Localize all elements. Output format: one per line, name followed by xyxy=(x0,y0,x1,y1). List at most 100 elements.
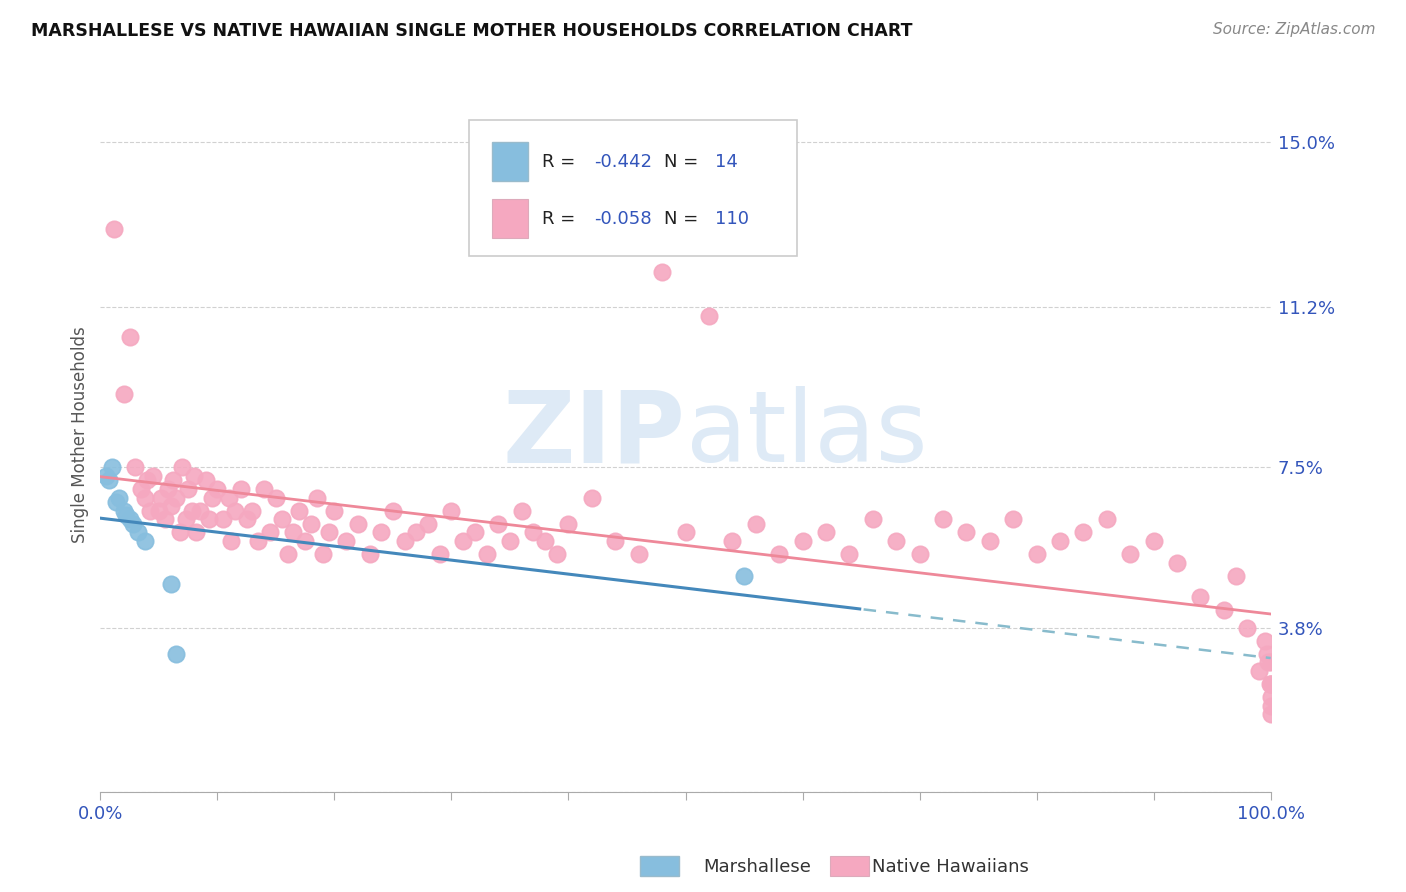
Point xyxy=(1236,621,1258,635)
Point xyxy=(792,534,814,549)
Point xyxy=(1166,556,1188,570)
Point xyxy=(153,512,176,526)
Point xyxy=(312,547,335,561)
Point xyxy=(1260,690,1282,704)
Point xyxy=(165,491,187,505)
Point xyxy=(581,491,603,505)
Text: MARSHALLESE VS NATIVE HAWAIIAN SINGLE MOTHER HOUSEHOLDS CORRELATION CHART: MARSHALLESE VS NATIVE HAWAIIAN SINGLE MO… xyxy=(31,22,912,40)
Point xyxy=(134,534,156,549)
Point xyxy=(862,512,884,526)
Point xyxy=(884,534,907,549)
Point xyxy=(212,512,235,526)
Point xyxy=(721,534,744,549)
Point xyxy=(150,491,173,505)
Point xyxy=(1225,568,1247,582)
Text: ZIP: ZIP xyxy=(503,386,686,483)
Text: 110: 110 xyxy=(714,210,749,228)
Point xyxy=(557,516,579,531)
Point xyxy=(838,547,860,561)
Point xyxy=(651,265,673,279)
Point xyxy=(335,534,357,549)
Point xyxy=(359,547,381,561)
Point xyxy=(101,460,124,475)
Point xyxy=(627,547,650,561)
Point xyxy=(277,547,299,561)
Point xyxy=(172,460,194,475)
Point xyxy=(288,504,311,518)
Point xyxy=(1254,633,1277,648)
Point xyxy=(174,512,197,526)
Point xyxy=(108,491,131,505)
Point xyxy=(405,525,427,540)
Text: Marshallese: Marshallese xyxy=(703,858,811,876)
Text: -0.442: -0.442 xyxy=(595,153,652,170)
Point xyxy=(381,504,404,518)
Point xyxy=(499,534,522,549)
Point xyxy=(122,516,145,531)
Point xyxy=(1260,656,1282,670)
Point xyxy=(908,547,931,561)
Point xyxy=(318,525,340,540)
Point xyxy=(259,525,281,540)
Text: Source: ZipAtlas.com: Source: ZipAtlas.com xyxy=(1212,22,1375,37)
Point xyxy=(416,516,439,531)
Point xyxy=(229,482,252,496)
Point xyxy=(1119,547,1142,561)
Point xyxy=(124,460,146,475)
Point xyxy=(346,516,368,531)
Point xyxy=(486,516,509,531)
Point xyxy=(323,504,346,518)
Point xyxy=(235,512,257,526)
Point xyxy=(697,309,720,323)
Point xyxy=(186,525,208,540)
Point xyxy=(451,534,474,549)
Point xyxy=(675,525,697,540)
Point xyxy=(1025,547,1047,561)
Point xyxy=(118,512,141,526)
Point xyxy=(370,525,392,540)
Point xyxy=(142,469,165,483)
Point xyxy=(242,504,264,518)
Point xyxy=(159,577,181,591)
Y-axis label: Single Mother Households: Single Mother Households xyxy=(72,326,89,543)
Point xyxy=(1212,603,1234,617)
Point xyxy=(305,491,328,505)
Point xyxy=(1260,677,1282,691)
Point xyxy=(159,500,181,514)
Point xyxy=(299,516,322,531)
Text: N =: N = xyxy=(665,210,704,228)
Point xyxy=(127,525,149,540)
Point xyxy=(1260,677,1282,691)
Point xyxy=(546,547,568,561)
Point xyxy=(194,474,217,488)
Point xyxy=(165,647,187,661)
Point xyxy=(103,222,125,236)
Point xyxy=(394,534,416,549)
Point xyxy=(180,504,202,518)
Bar xyxy=(492,199,527,238)
FancyBboxPatch shape xyxy=(470,120,797,256)
Text: N =: N = xyxy=(665,153,704,170)
Point xyxy=(464,525,486,540)
Point xyxy=(224,504,246,518)
Point xyxy=(221,534,243,549)
Point xyxy=(270,512,292,526)
Point xyxy=(733,568,755,582)
Point xyxy=(264,491,287,505)
Point xyxy=(1247,664,1270,678)
Point xyxy=(1073,525,1095,540)
Point xyxy=(157,482,180,496)
Point xyxy=(1256,647,1278,661)
Point xyxy=(218,491,240,505)
Text: R =: R = xyxy=(541,153,581,170)
Point xyxy=(207,482,229,496)
Point xyxy=(253,482,276,496)
Point xyxy=(1143,534,1166,549)
Point xyxy=(134,491,156,505)
Point xyxy=(605,534,627,549)
Text: Native Hawaiians: Native Hawaiians xyxy=(872,858,1029,876)
Point xyxy=(177,482,200,496)
Point xyxy=(440,504,463,518)
Point xyxy=(136,474,159,488)
Point xyxy=(429,547,451,561)
